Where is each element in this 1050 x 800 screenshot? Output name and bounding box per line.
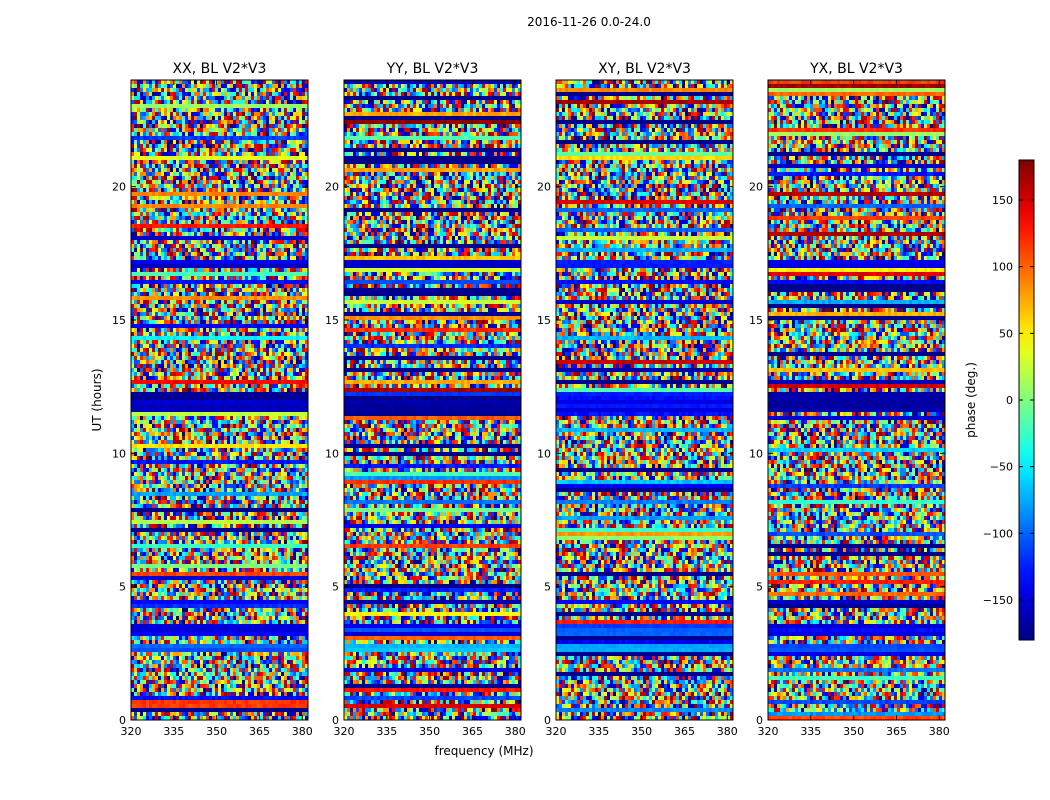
y-tick-label: 10 [112,447,126,460]
panel-2: YY, BL V2*V3 320 335 350 365 380 0 5 10 15 20 [325,61,526,738]
y-tick-label: 15 [749,314,763,327]
panel-4: YX, BL V2*V3 320 335 350 365 380 0 5 10 15 20 [749,61,950,738]
x-tick-label: 335 [800,725,821,738]
colorbar-tick-label: −150 [983,594,1013,607]
x-tick-label: 335 [163,725,184,738]
x-tick-label: 380 [505,725,526,738]
colorbar-tick-label: 50 [999,327,1013,340]
y-tick-label: 5 [756,581,763,594]
y-tick-label: 20 [537,181,551,194]
axes-frame [555,79,734,721]
x-tick-label: 320 [546,725,567,738]
panel-title: XY, BL V2*V3 [598,61,691,77]
y-tick-label: 0 [544,714,551,727]
phase-heatmap [131,80,308,720]
panel-title: YX, BL V2*V3 [809,61,903,77]
colorbar-gradient [1019,160,1034,640]
colorbar-tick-label: 100 [992,261,1013,274]
phase-heatmap [556,80,733,720]
y-tick-label: 0 [119,714,126,727]
x-tick-label: 320 [334,725,355,738]
phase-heatmap [768,80,945,720]
y-tick-label: 15 [537,314,551,327]
figure-title: 2016-11-26 0.0-24.0 [527,15,651,29]
y-tick-label: 20 [325,181,339,194]
y-tick-label: 20 [749,181,763,194]
colorbar-tick-label: −100 [983,527,1013,540]
y-tick-label: 5 [544,581,551,594]
x-tick-label: 335 [588,725,609,738]
x-tick-label: 350 [843,725,864,738]
x-tick-label: 380 [929,725,950,738]
y-tick-label: 15 [325,314,339,327]
x-tick-label: 320 [121,725,142,738]
y-tick-label: 15 [112,314,126,327]
y-tick-label: 10 [749,447,763,460]
x-tick-label: 365 [249,725,270,738]
y-tick-label: 10 [325,447,339,460]
colorbar-tick-label: 150 [992,194,1013,207]
colorbar-label: phase (deg.) [964,362,978,438]
panel-title: XX, BL V2*V3 [173,61,267,77]
phase-heatmap [344,80,521,720]
x-tick-label: 335 [376,725,397,738]
axes-frame [767,79,946,721]
colorbar: −150 −100 −50 0 50 100 150 phase (deg.) [964,159,1035,641]
x-tick-label: 380 [717,725,738,738]
axes-frame [343,79,522,721]
x-tick-label: 365 [674,725,695,738]
colorbar-tick-label: 0 [1006,394,1013,407]
panel-title: YY, BL V2*V3 [386,61,479,77]
y-tick-label: 5 [332,581,339,594]
x-tick-label: 365 [886,725,907,738]
x-tick-label: 350 [206,725,227,738]
y-tick-label: 5 [119,581,126,594]
x-tick-label: 380 [292,725,313,738]
y-tick-label: 0 [756,714,763,727]
x-tick-label: 365 [462,725,483,738]
panel-1: XX, BL V2*V3 320 335 350 365 380 0 5 10 15 20 [112,61,313,738]
y-axis-label: UT (hours) [90,368,104,431]
y-tick-label: 10 [537,447,551,460]
y-tick-label: 20 [112,181,126,194]
y-tick-label: 0 [332,714,339,727]
x-tick-label: 350 [631,725,652,738]
colorbar-tick-label: −50 [990,461,1013,474]
x-tick-label: 350 [419,725,440,738]
axes-frame [130,79,309,721]
x-tick-label: 320 [758,725,779,738]
x-axis-label: frequency (MHz) [434,744,533,758]
panel-3: XY, BL V2*V3 320 335 350 365 380 0 5 10 15 20 [537,61,738,738]
